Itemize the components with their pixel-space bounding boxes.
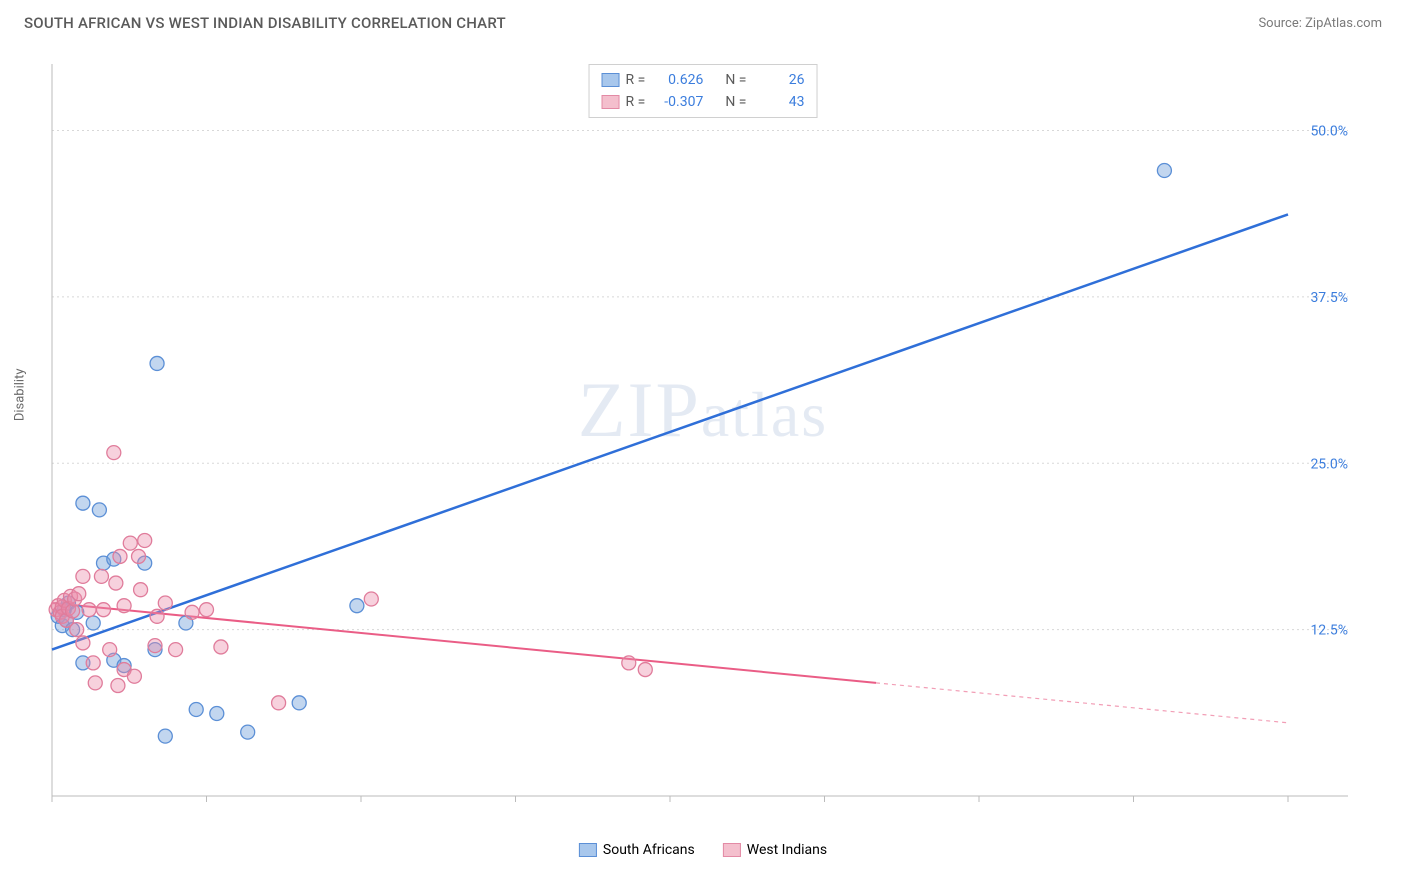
scatter-point <box>82 603 96 617</box>
scatter-point <box>169 643 183 657</box>
scatter-point <box>272 696 286 710</box>
scatter-point <box>138 533 152 547</box>
legend-n: N = 43 <box>725 91 804 113</box>
scatter-point <box>134 583 148 597</box>
legend-stats-row: R = -0.307 N = 43 <box>602 91 805 113</box>
scatter-point <box>76 636 90 650</box>
scatter-point <box>132 549 146 563</box>
scatter-point <box>103 643 117 657</box>
scatter-point <box>638 663 652 677</box>
scatter-point <box>76 496 90 510</box>
scatter-point <box>97 603 111 617</box>
svg-text:37.5%: 37.5% <box>1310 290 1348 306</box>
scatter-point <box>150 356 164 370</box>
legend-series-item: West Indians <box>723 842 827 858</box>
legend-series-label: West Indians <box>747 842 827 858</box>
source-name: ZipAtlas.com <box>1305 16 1382 31</box>
scatter-plot: 12.5%25.0%37.5%50.0%0.0%60.0% <box>48 60 1358 820</box>
scatter-point <box>158 596 172 610</box>
legend-series-label: South Africans <box>603 842 695 858</box>
legend-stats-row: R = 0.626 N = 26 <box>602 69 805 91</box>
scatter-point <box>127 669 141 683</box>
y-axis-label: Disability <box>13 368 28 421</box>
scatter-point <box>150 609 164 623</box>
scatter-point <box>92 503 106 517</box>
scatter-point <box>109 576 123 590</box>
chart-container: Disability ZIPatlas 12.5%25.0%37.5%50.0%… <box>48 60 1358 820</box>
legend-n: N = 26 <box>725 69 804 91</box>
scatter-point <box>292 696 306 710</box>
scatter-point <box>185 605 199 619</box>
scatter-point <box>88 676 102 690</box>
source-label: Source: <box>1258 16 1301 31</box>
scatter-point <box>76 569 90 583</box>
legend-swatch <box>602 73 620 87</box>
scatter-point <box>214 640 228 654</box>
chart-source: Source: ZipAtlas.com <box>1258 16 1382 31</box>
scatter-point <box>210 706 224 720</box>
svg-text:25.0%: 25.0% <box>1310 456 1348 472</box>
scatter-point <box>117 599 131 613</box>
scatter-point <box>123 536 137 550</box>
scatter-point <box>1157 163 1171 177</box>
chart-header: SOUTH AFRICAN VS WEST INDIAN DISABILITY … <box>0 0 1406 42</box>
legend-stats: R = 0.626 N = 26 R = -0.307 N = 43 <box>589 64 818 118</box>
chart-title: SOUTH AFRICAN VS WEST INDIAN DISABILITY … <box>24 14 506 32</box>
scatter-point <box>113 549 127 563</box>
scatter-point <box>200 603 214 617</box>
legend-series: South Africans West Indians <box>579 842 827 858</box>
scatter-point <box>189 702 203 716</box>
scatter-point <box>241 725 255 739</box>
svg-text:50.0%: 50.0% <box>1310 124 1348 140</box>
scatter-point <box>107 446 121 460</box>
legend-swatch <box>579 843 597 857</box>
legend-r: R = -0.307 <box>626 91 704 113</box>
legend-swatch <box>723 843 741 857</box>
scatter-point <box>622 656 636 670</box>
scatter-point <box>94 569 108 583</box>
scatter-point <box>72 587 86 601</box>
legend-swatch <box>602 95 620 109</box>
legend-series-item: South Africans <box>579 842 695 858</box>
scatter-point <box>86 616 100 630</box>
scatter-point <box>364 592 378 606</box>
scatter-point <box>350 599 364 613</box>
legend-r: R = 0.626 <box>626 69 704 91</box>
scatter-point <box>86 656 100 670</box>
scatter-point <box>158 729 172 743</box>
svg-text:12.5%: 12.5% <box>1310 623 1348 639</box>
scatter-point <box>111 679 125 693</box>
scatter-point <box>70 623 84 637</box>
scatter-point <box>148 639 162 653</box>
